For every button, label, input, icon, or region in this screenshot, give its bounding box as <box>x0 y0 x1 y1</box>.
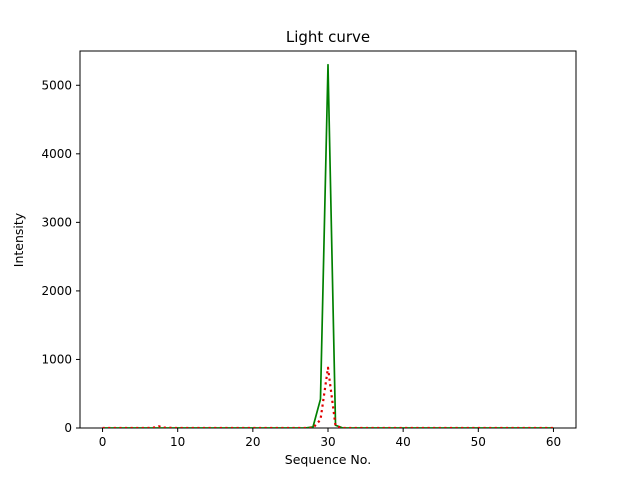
x-tick-label: 50 <box>471 435 486 449</box>
x-axis-label: Sequence No. <box>285 452 371 467</box>
y-tick-label: 2000 <box>41 284 72 298</box>
y-tick-label: 5000 <box>41 78 72 92</box>
y-tick-label: 0 <box>64 421 72 435</box>
x-tick-label: 30 <box>320 435 335 449</box>
y-tick-label: 1000 <box>41 352 72 366</box>
x-tick-label: 10 <box>170 435 185 449</box>
x-tick-label: 20 <box>245 435 260 449</box>
ticks-layer: 0 10 20 30 40 50 60 0 1000 2000 3000 4000 5000 <box>41 78 561 449</box>
y-tick-label: 3000 <box>41 215 72 229</box>
x-tick-label: 40 <box>396 435 411 449</box>
y-tick-label: 4000 <box>41 147 72 161</box>
series-layer <box>102 63 554 428</box>
x-tick-label: 60 <box>546 435 561 449</box>
series-line-intensity-solid <box>102 63 554 428</box>
chart-title: Light curve <box>286 28 370 46</box>
series-line-intensity-dotted <box>102 366 554 428</box>
y-axis-label: Intensity <box>11 212 26 267</box>
x-tick-label: 0 <box>99 435 107 449</box>
